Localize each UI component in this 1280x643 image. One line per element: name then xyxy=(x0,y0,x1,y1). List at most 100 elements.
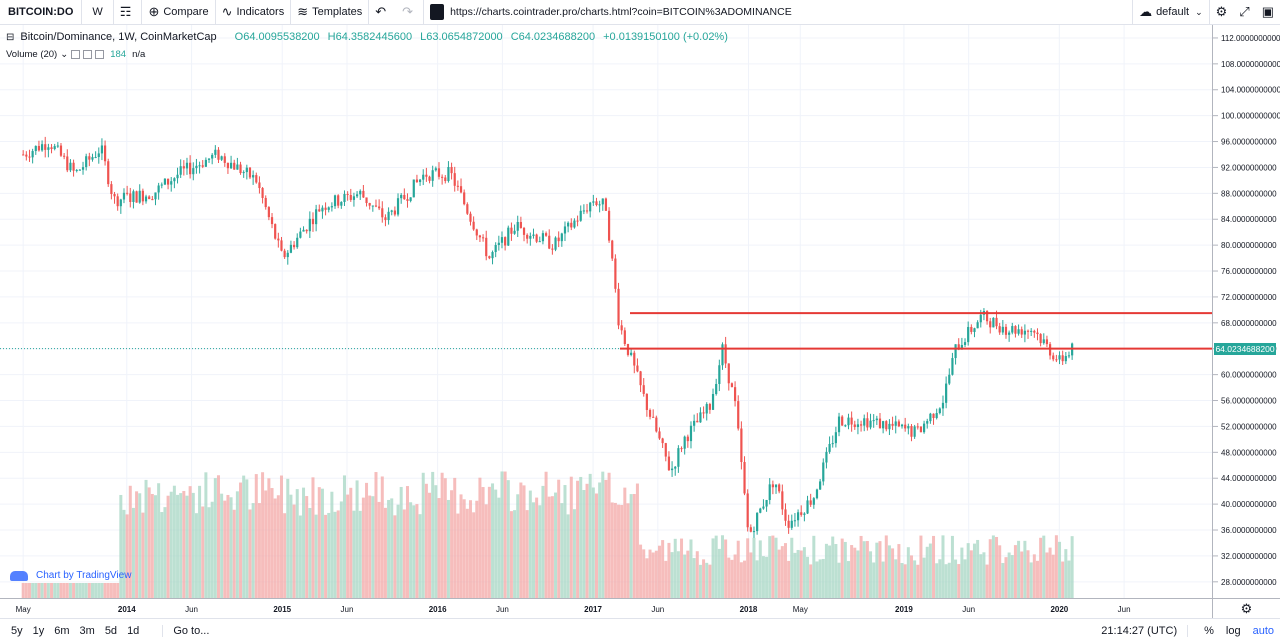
range-5d[interactable]: 5d xyxy=(104,625,118,637)
volume-title[interactable]: Volume (20) xyxy=(6,49,58,60)
volume-bar xyxy=(853,547,857,598)
candle-body xyxy=(538,241,541,243)
price-scale[interactable]: 112.0000000000 108.0000000000 104.00000000… xyxy=(1212,25,1280,598)
close-icon[interactable] xyxy=(95,50,105,59)
utc-clock[interactable]: 21:14:27 (UTC) xyxy=(1091,625,1189,637)
candle-body xyxy=(94,157,97,159)
volume-bar xyxy=(645,558,649,598)
candle-body xyxy=(544,233,548,236)
time-scale[interactable]: May 2014 Jun 2015 Jun 2016 Jun 2017 Jun 2018 May 20… xyxy=(0,598,1212,618)
range-6m[interactable]: 6m xyxy=(54,625,70,637)
range-1y[interactable]: 1y xyxy=(32,625,45,637)
candle-body xyxy=(526,234,529,239)
range-5y[interactable]: 5y xyxy=(11,625,23,637)
candle-body xyxy=(812,498,815,505)
volume-bar xyxy=(220,493,224,598)
time-tick-label: May xyxy=(793,605,808,614)
volume-bar xyxy=(311,477,315,598)
candle-body xyxy=(469,213,472,222)
candle-body xyxy=(223,156,226,163)
candle-body xyxy=(756,512,759,532)
candle-body xyxy=(374,205,378,207)
log-toggle[interactable]: log xyxy=(1225,625,1241,637)
candle-body xyxy=(148,196,151,200)
volume-bar xyxy=(327,512,331,598)
candle-body xyxy=(548,235,551,249)
indicators-button[interactable]: ∿ Indicators xyxy=(216,0,292,24)
auto-toggle[interactable]: auto xyxy=(1252,625,1274,637)
goto-button[interactable]: Go to... xyxy=(162,625,209,637)
chart-type-button[interactable]: ☶ xyxy=(114,0,143,24)
candle-body xyxy=(841,416,844,426)
candle-body xyxy=(674,466,677,469)
candle-body xyxy=(904,424,907,429)
symbol-search[interactable]: BITCOIN:DO xyxy=(0,0,83,24)
price-chart[interactable] xyxy=(0,25,1212,598)
candle-body xyxy=(211,154,214,159)
candle-body xyxy=(954,344,957,359)
templates-button[interactable]: ≋ Templates xyxy=(291,0,370,24)
percent-toggle[interactable]: % xyxy=(1204,625,1214,637)
candle-body xyxy=(910,426,913,437)
range-1d[interactable]: 1d xyxy=(127,625,140,637)
candle-body xyxy=(611,240,614,259)
chart-pane[interactable]: ⊟ Bitcoin/Dominance, 1W, CoinMarketCap O… xyxy=(0,25,1212,598)
candle-body xyxy=(229,162,233,169)
volume-bar xyxy=(648,549,652,598)
layout-selector[interactable]: ☁ default ⌄ xyxy=(1132,0,1209,24)
candle-body xyxy=(371,205,374,207)
volume-bar xyxy=(566,514,570,598)
redo-button[interactable]: ↷ xyxy=(396,0,425,24)
legend-collapse-icon[interactable]: ⊟ xyxy=(6,31,15,43)
price-tick-label: 84.0000000000 xyxy=(1221,215,1277,224)
settings-icon[interactable] xyxy=(83,50,93,59)
price-tick-label: 108.0000000000 xyxy=(1221,60,1280,69)
tradingview-watermark[interactable]: Chart by TradingView xyxy=(10,570,131,581)
snapshot-button[interactable]: ▣ xyxy=(1256,0,1280,24)
candle-body xyxy=(960,344,963,350)
candle-body xyxy=(837,416,841,433)
chevron-down-icon[interactable]: ⌄ xyxy=(60,49,69,60)
candle-body xyxy=(967,326,970,343)
volume-bar xyxy=(752,537,756,598)
eye-icon[interactable] xyxy=(71,50,81,59)
volume-bar xyxy=(651,552,655,598)
candle-body xyxy=(340,201,343,206)
undo-button[interactable]: ↶ xyxy=(369,0,396,24)
candle-body xyxy=(236,164,239,170)
volume-bar xyxy=(516,494,520,598)
compare-button[interactable]: ⊕ Compare xyxy=(142,0,216,24)
candle-body xyxy=(261,188,264,198)
time-scale-svg: May 2014 Jun 2015 Jun 2016 Jun 2017 Jun 2018 May 20… xyxy=(16,605,1131,614)
volume-bar xyxy=(774,537,778,598)
candle-body xyxy=(393,210,396,215)
scale-settings-button[interactable]: ⚙ xyxy=(1212,598,1280,618)
volume-bar xyxy=(342,475,346,598)
candle-body xyxy=(689,425,693,442)
price-tick-label: 44.0000000000 xyxy=(1221,474,1277,483)
series-title[interactable]: Bitcoin/Dominance, 1W, CoinMarketCap xyxy=(20,31,217,43)
candle-body xyxy=(774,484,778,488)
candle-body xyxy=(390,210,393,212)
volume-bar xyxy=(443,478,447,598)
candle-body xyxy=(648,409,652,417)
volume-bar xyxy=(1007,552,1011,598)
url-field[interactable]: https://charts.cointrader.pro/charts.htm… xyxy=(424,0,1132,24)
volume-bar xyxy=(743,560,747,598)
candle-body xyxy=(945,383,948,403)
volume-bar xyxy=(960,547,964,598)
volume-bar xyxy=(371,496,375,598)
candle-body xyxy=(444,177,447,182)
candle-body xyxy=(800,512,803,515)
candle-body xyxy=(481,237,485,239)
candle-body xyxy=(900,424,904,427)
candle-body xyxy=(579,210,582,221)
settings-button[interactable]: ⚙ xyxy=(1208,0,1234,24)
candle-body xyxy=(633,352,636,366)
range-3m[interactable]: 3m xyxy=(79,625,95,637)
interval-selector[interactable]: W xyxy=(82,0,114,24)
fullscreen-button[interactable]: ⤢ xyxy=(1233,0,1255,24)
candle-body xyxy=(661,438,664,444)
volume-bar xyxy=(46,583,50,598)
candle-body xyxy=(570,222,573,228)
